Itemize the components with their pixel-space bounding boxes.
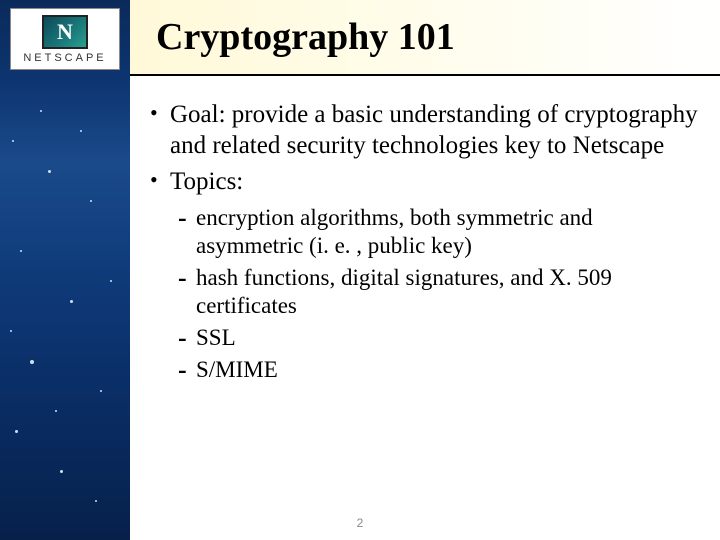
sub-item: S/MIME [178, 356, 700, 384]
sub-item: hash functions, digital signatures, and … [178, 264, 700, 320]
sidebar-stars [0, 0, 130, 540]
logo-letter: N [57, 21, 73, 43]
bullet-item: Goal: provide a basic understanding of c… [150, 100, 700, 161]
title-band: Cryptography 101 [130, 0, 720, 76]
slide-content: Goal: provide a basic understanding of c… [150, 100, 700, 390]
logo-mark: N [42, 15, 88, 49]
page-number: 2 [0, 516, 720, 530]
bullet-item: Topics: encryption algorithms, both symm… [150, 167, 700, 384]
sub-list: encryption algorithms, both symmetric an… [178, 204, 700, 384]
bullet-text: Topics: [170, 168, 243, 195]
sub-item: encryption algorithms, both symmetric an… [178, 204, 700, 260]
slide-title: Cryptography 101 [156, 15, 455, 59]
sub-item: SSL [178, 324, 700, 352]
bullet-text: Goal: provide a basic understanding of c… [170, 101, 698, 159]
sidebar-decorative: N NETSCAPE [0, 0, 130, 540]
netscape-logo: N NETSCAPE [10, 8, 120, 70]
bullet-list: Goal: provide a basic understanding of c… [150, 100, 700, 384]
logo-wordmark: NETSCAPE [23, 52, 106, 64]
